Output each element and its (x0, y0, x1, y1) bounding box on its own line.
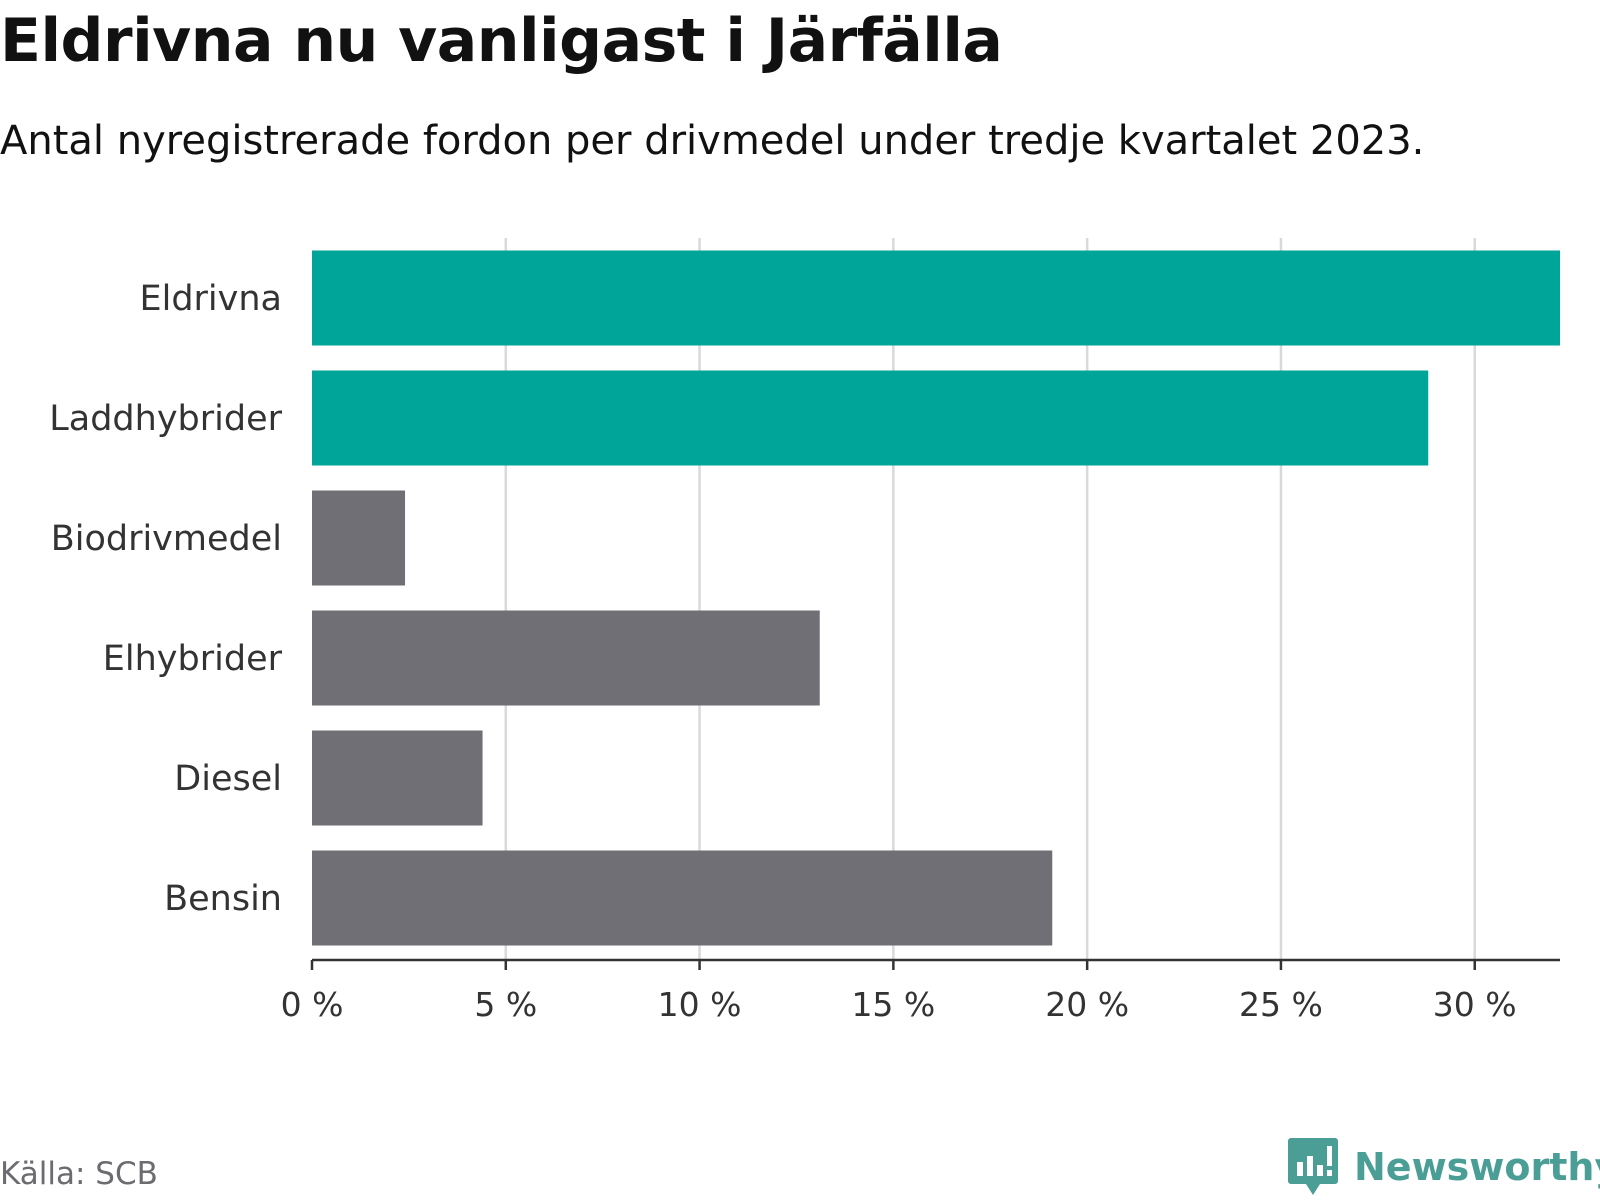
bar-bensin (312, 850, 1053, 946)
gridlines (504, 238, 1476, 960)
x-axis: 0 % 5 % 10 % 15 % 20 % 25 % 30 % (281, 958, 1560, 1024)
brand-logo: Newsworthy (1288, 1138, 1600, 1196)
source-note: Källa: SCB (0, 1156, 158, 1192)
bar-biodrivmedel (312, 490, 406, 586)
newsworthy-logo-icon (1288, 1138, 1338, 1195)
category-label-diesel: Diesel (174, 759, 282, 799)
category-label-bensin: Bensin (164, 879, 282, 919)
chart-subtitle: Antal nyregistrerade fordon per drivmede… (0, 118, 1425, 164)
category-label-laddhybrider: Laddhybrider (49, 399, 282, 439)
bar-diesel (312, 730, 483, 826)
category-label-elhybrider: Elhybrider (103, 639, 283, 679)
bar-eldrivna (312, 250, 1560, 346)
x-tick-label: 10 % (658, 985, 742, 1024)
x-tick-label: 30 % (1433, 985, 1517, 1024)
bar-elhybrider (312, 610, 820, 706)
bars (312, 250, 1560, 946)
x-tick-label: 15 % (851, 985, 935, 1024)
category-label-biodrivmedel: Biodrivmedel (51, 519, 282, 559)
x-tick-label: 0 % (281, 985, 344, 1024)
chart-title: Eldrivna nu vanligast i Järfälla (0, 6, 1003, 76)
category-label-eldrivna: Eldrivna (139, 279, 282, 319)
x-tick-label: 20 % (1045, 985, 1129, 1024)
x-tick-label: 5 % (474, 985, 537, 1024)
category-labels: Eldrivna Laddhybrider Biodrivmedel Elhybrid… (49, 279, 282, 919)
bar-laddhybrider (312, 370, 1429, 466)
x-tick-label: 25 % (1239, 985, 1323, 1024)
brand-name: Newsworthy (1354, 1145, 1600, 1189)
